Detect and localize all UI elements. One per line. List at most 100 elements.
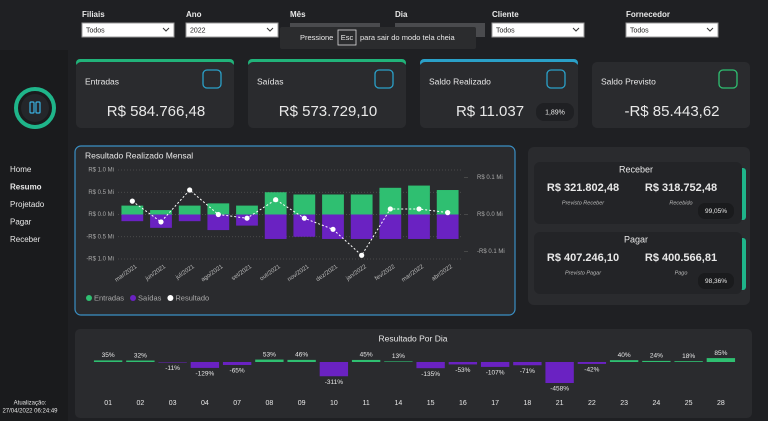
bar (190, 362, 220, 368)
bar (674, 361, 703, 362)
kpi-value: -R$ 85.443,62 (624, 103, 719, 120)
point (416, 206, 422, 212)
bar (706, 358, 736, 362)
bar (207, 214, 230, 231)
x-tick-label: 04 (201, 400, 209, 407)
dropdown[interactable] (491, 22, 585, 38)
y-tick-label: R$ 0.0 Mi (88, 212, 114, 218)
x-tick-label: 14 (394, 400, 402, 407)
bar (93, 360, 123, 362)
bar (287, 359, 316, 362)
data-label: 40% (618, 352, 631, 359)
data-label: 85% (714, 350, 727, 357)
kpi-value: R$ 11.037 (456, 103, 524, 120)
data-label: 53% (263, 351, 276, 358)
point (158, 219, 164, 225)
notice-text: para sair do modo tela cheia (360, 33, 455, 42)
dropdown[interactable] (185, 22, 279, 38)
summary-title: Receber (619, 164, 653, 174)
summary-percent: 98,36% (705, 278, 727, 285)
kpi-badge (536, 103, 574, 121)
legend-label: Resultado (175, 293, 209, 302)
data-label: -129% (195, 371, 214, 378)
logo (21, 94, 49, 122)
filter-label: Mês (290, 10, 306, 19)
data-label: 46% (295, 352, 308, 359)
bar (609, 360, 639, 362)
nav-item[interactable]: Projetado (10, 200, 45, 209)
bar (322, 194, 344, 215)
bar (150, 210, 172, 215)
y-tick-label: -R$ 0.5 Mi (86, 234, 114, 240)
chart-card (75, 329, 752, 418)
summary-value: R$ 407.246,10 (547, 252, 619, 264)
bar (408, 214, 430, 239)
bar (178, 214, 201, 222)
bar (448, 362, 478, 365)
x-tick-label: 08 (265, 400, 273, 407)
update-label: Atualização: (14, 401, 47, 407)
chevron (706, 27, 714, 32)
bar (319, 362, 349, 377)
kpi-title: Saldo Realizado (429, 76, 491, 86)
filter-label: Fornecedor (626, 10, 670, 19)
summary-value: R$ 400.566,81 (645, 252, 717, 264)
kpi-title: Entradas (85, 76, 119, 86)
x-tick-label: 11 (362, 400, 369, 407)
summary-value: R$ 321.802,48 (547, 182, 619, 194)
summary-title: Pagar (624, 234, 648, 244)
nav-item[interactable]: Receber (10, 235, 41, 244)
summary-badge (698, 203, 734, 219)
point (330, 226, 336, 232)
kpi-icon (718, 69, 738, 89)
bar (379, 187, 402, 215)
data-label: -107% (486, 370, 505, 377)
kpi-icon (202, 69, 222, 89)
summary-label: Previsto Pagar (565, 270, 602, 276)
line (132, 189, 448, 257)
x-tick-label: 03 (169, 400, 177, 407)
dropdown[interactable] (625, 22, 719, 38)
kpi-icon (374, 69, 394, 89)
kpi-value: R$ 584.766,48 (107, 103, 205, 120)
data-label: -311% (325, 379, 344, 386)
legend-label: Entradas (94, 293, 124, 302)
kpi-card (248, 62, 406, 128)
bar (384, 361, 413, 362)
bar (545, 362, 574, 383)
legend-label: Saídas (138, 293, 162, 302)
chart-title: Resultado Por Dia (379, 333, 448, 343)
bar (642, 360, 671, 362)
y-tick-label: R$ 1.0 Mi (88, 168, 114, 174)
bar (480, 362, 510, 367)
y2-tick-label: -R$ 0.1 Mi (477, 249, 505, 255)
summary-box (534, 162, 742, 224)
data-label: 13% (392, 353, 405, 360)
bar (236, 205, 258, 215)
bar (408, 185, 430, 215)
nav-item[interactable]: Resumo (10, 183, 42, 192)
x-tick-label: 01 (104, 400, 112, 407)
data-label: -42% (584, 367, 599, 374)
x-tick-label: 22 (588, 400, 596, 407)
x-tick-label: 23 (620, 400, 628, 407)
logo-icon (29, 101, 35, 114)
filter-label: Cliente (492, 10, 519, 19)
x-tick-label: 25 (685, 400, 693, 407)
nav-item[interactable]: Pagar (10, 218, 32, 227)
x-tick-label: 02 (136, 400, 144, 407)
point (129, 198, 135, 204)
point (273, 197, 279, 203)
nav-item[interactable]: Home (10, 165, 32, 174)
legend-swatch (167, 295, 174, 301)
bar (158, 362, 187, 363)
x-tick-label: 10 (330, 400, 338, 407)
y2-tick-label: R$ 0.1 Mi (477, 175, 503, 181)
dropdown[interactable] (81, 22, 175, 38)
x-tick-label: 17 (491, 400, 499, 407)
update-time: 27/04/2022 06:24:49 (2, 409, 58, 415)
y-tick-label: R$ 0.5 Mi (88, 190, 114, 196)
summary-label: Recebido (669, 200, 692, 206)
filter-label: Dia (395, 10, 408, 19)
data-label: -53% (455, 367, 470, 374)
